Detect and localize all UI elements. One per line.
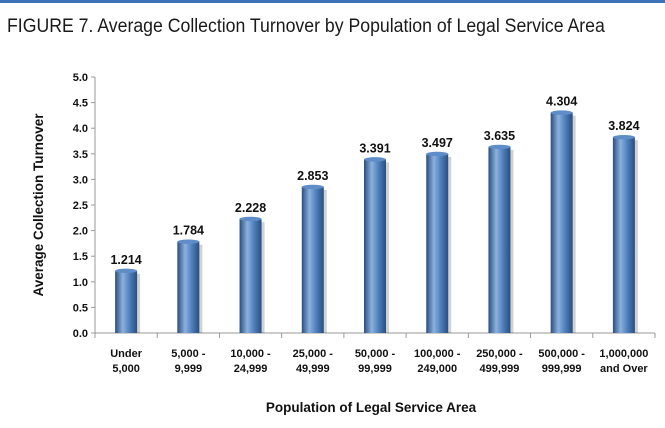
bar-top-cap	[301, 184, 324, 190]
bar-top-cap	[550, 110, 573, 115]
bar-top-cap	[488, 144, 511, 150]
bar	[364, 159, 386, 333]
x-tick-label: 25,000 -49,999	[293, 348, 334, 375]
data-label: 1.784	[173, 224, 204, 238]
x-tick-label: 50,000 -99,999	[355, 348, 396, 375]
x-axis-title: Population of Legal Service Area	[266, 400, 477, 415]
y-tick-label: 2.0	[73, 226, 88, 238]
bar-top-cap	[426, 151, 449, 157]
labels: 1.214 Under 5,000 1.784 5,000 -9,999 2.228 10,…	[110, 95, 648, 375]
y-tick-label: 0.5	[73, 302, 88, 314]
y-tick-label: 5.0	[73, 72, 88, 84]
data-label: 2.853	[297, 169, 328, 183]
y-axis-title: Average Collection Turnover	[31, 113, 46, 297]
y-tick-label: 4.5	[73, 98, 88, 110]
x-tick-label: 500,000 -999,999	[538, 348, 585, 375]
y-tick-label: 2.5	[73, 200, 88, 212]
x-tick-label: Under 5,000	[110, 348, 143, 375]
data-label: 4.304	[546, 95, 577, 109]
y-tick-label: 1.5	[73, 251, 88, 263]
bar	[301, 186, 324, 333]
bar	[426, 153, 449, 333]
bar-top-cap	[239, 216, 262, 222]
bar-top-cap	[177, 239, 200, 244]
x-tick-label: 250,000 -499,999	[476, 348, 523, 375]
data-label: 3.497	[422, 136, 453, 150]
data-label: 3.824	[608, 119, 639, 133]
top-rule	[0, 0, 665, 3]
x-tick-label: 1,000,000 and Over	[599, 348, 648, 375]
bar	[612, 137, 635, 333]
data-label: 3.391	[359, 141, 390, 155]
y-tick-label: 0.0	[73, 328, 88, 340]
bar-top-cap	[612, 135, 635, 140]
bar	[550, 112, 573, 334]
bars	[115, 110, 638, 334]
bar	[488, 146, 511, 333]
x-tick-label: 5,000 -9,999	[171, 348, 206, 375]
x-tick-label: 10,000 -24,999	[230, 348, 271, 375]
bar-top-cap	[364, 157, 386, 162]
y-tick-label: 4.0	[73, 123, 88, 135]
data-label: 1.214	[110, 253, 141, 267]
bar-top-cap	[115, 268, 138, 274]
bar	[239, 218, 262, 333]
bar	[177, 241, 200, 333]
y-tick-label: 3.0	[73, 174, 88, 186]
data-label: 2.228	[235, 201, 266, 215]
bar	[115, 270, 138, 333]
y-tick-label: 1.0	[73, 277, 88, 289]
y-tick-label: 3.5	[73, 149, 88, 161]
x-tick-label: 100,000 -249,000	[414, 348, 461, 375]
data-label: 3.635	[484, 129, 515, 143]
figure-title: FIGURE 7. Average Collection Turnover by…	[7, 16, 605, 37]
